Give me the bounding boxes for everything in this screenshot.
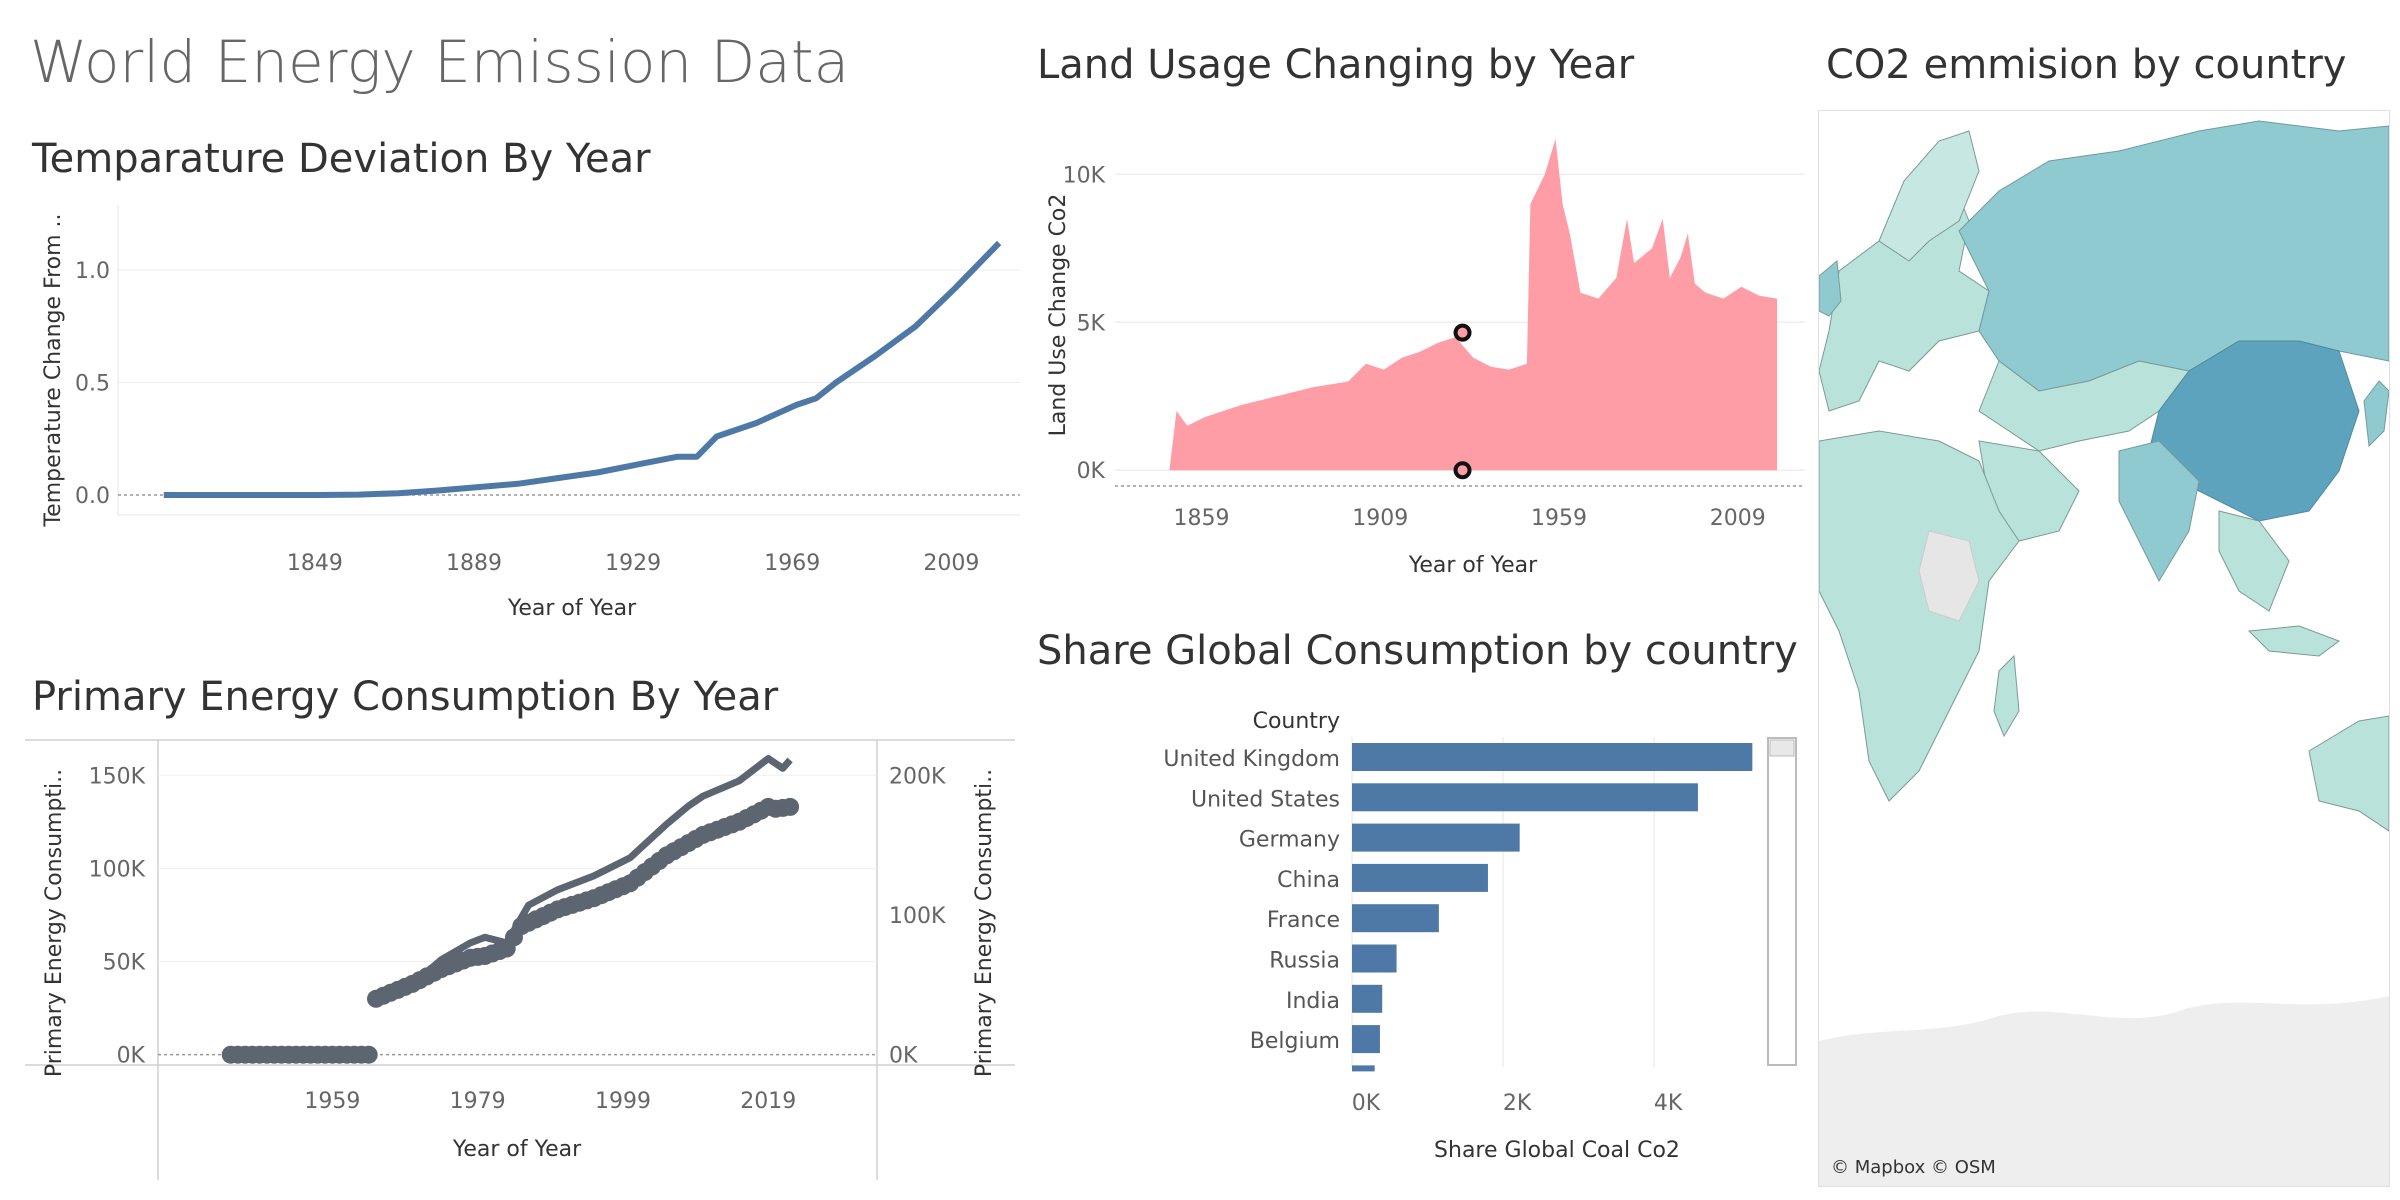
- land-chart[interactable]: 0K 5K 10K 1859 1909 1959 2009 Year of Year Lan…: [1035, 130, 1810, 590]
- share-x-axis-title: Share Global Coal Co2: [1434, 1138, 1680, 1163]
- share-category-label: United Kingdom: [1163, 747, 1340, 772]
- temperature-x-tick-label: 1889: [446, 551, 502, 576]
- energy-y-right-tick-label: 200K: [889, 764, 946, 789]
- share-chart-title: Share Global Consumption by country: [1037, 628, 1798, 674]
- share-x-tick-label: 0K: [1352, 1091, 1381, 1116]
- land-y-tick-label: 5K: [1077, 311, 1106, 336]
- country-japan[interactable]: [2363, 380, 2390, 448]
- temperature-x-tick-label: 1849: [287, 551, 343, 576]
- share-category-label: Belgium: [1250, 1029, 1340, 1054]
- share-bar[interactable]: [1352, 743, 1753, 771]
- land-chart-title: Land Usage Changing by Year: [1037, 42, 1635, 88]
- energy-y-left-tick-label: 150K: [89, 764, 146, 789]
- share-bar[interactable]: [1352, 984, 1383, 1013]
- share-category-label: United States: [1191, 787, 1340, 812]
- energy-y-axis-left-title: Primary Energy Consumpti..: [42, 769, 67, 1077]
- country-southeast-asia[interactable]: [2218, 510, 2290, 612]
- share-bar[interactable]: [1352, 904, 1439, 933]
- land-x-tick-label: 1859: [1174, 506, 1230, 531]
- energy-x-tick-label: 1959: [304, 1089, 360, 1114]
- temperature-y-tick-label: 1.0: [75, 259, 110, 284]
- share-bar-partial: [1352, 1065, 1375, 1072]
- land-x-tick-label: 2009: [1710, 506, 1766, 531]
- energy-x-axis-title: Year of Year: [452, 1137, 582, 1162]
- land-marker-point[interactable]: [1453, 323, 1472, 342]
- co2-map[interactable]: © Mapbox © OSM: [1818, 110, 2390, 1187]
- land-y-axis-title: Land Use Change Co2: [1046, 194, 1071, 437]
- temperature-y-tick-label: 0.0: [75, 484, 110, 509]
- share-chart[interactable]: Country United Kingdom United States Germa…: [1035, 695, 1810, 1175]
- share-category-header: Country: [1253, 709, 1340, 734]
- share-category-label: India: [1286, 989, 1340, 1014]
- land-x-tick-label: 1959: [1531, 506, 1587, 531]
- country-australia[interactable]: [2308, 715, 2390, 832]
- temperature-y-axis-title: Temperature Change From ..: [41, 213, 66, 527]
- share-category-label: Russia: [1269, 949, 1340, 974]
- land-x-tick-label: 1909: [1352, 506, 1408, 531]
- temperature-chart[interactable]: 0.0 0.5 1.0 1849 1889 1929 1969 2009 Year of Ye…: [30, 195, 1020, 635]
- country-madagascar[interactable]: [1993, 654, 2020, 738]
- share-x-tick-label: 4K: [1654, 1091, 1683, 1116]
- energy-series-line[interactable]: [374, 755, 793, 1007]
- temperature-x-tick-label: 1929: [605, 551, 661, 576]
- country-indonesia[interactable]: [2247, 625, 2341, 657]
- antarctica-shape: [1819, 996, 2389, 1186]
- country-africa[interactable]: [1818, 430, 2020, 802]
- share-x-tick-label: 2K: [1503, 1091, 1532, 1116]
- land-y-tick-label: 0K: [1077, 459, 1106, 484]
- share-bar[interactable]: [1352, 783, 1698, 812]
- map-credit: © Mapbox © OSM: [1831, 1157, 1996, 1178]
- land-marker-point[interactable]: [1453, 461, 1472, 480]
- country-uk[interactable]: [1818, 260, 1842, 317]
- share-bar[interactable]: [1352, 944, 1397, 973]
- dashboard-title: World Energy Emission Data: [30, 28, 850, 96]
- energy-data-point: [781, 797, 800, 816]
- share-bar[interactable]: [1352, 1025, 1380, 1054]
- country-india[interactable]: [2118, 440, 2200, 583]
- energy-y-right-tick-label: 100K: [889, 904, 946, 929]
- temperature-y-tick-label: 0.5: [75, 372, 110, 397]
- energy-x-tick-label: 1999: [595, 1089, 651, 1114]
- temperature-x-axis-title: Year of Year: [507, 596, 637, 621]
- share-category-label: China: [1277, 868, 1340, 893]
- region-no-data: [1918, 530, 1980, 622]
- energy-x-tick-label: 2019: [740, 1089, 796, 1114]
- energy-y-left-tick-label: 0K: [117, 1044, 146, 1069]
- country-central-asia[interactable]: [1978, 360, 2190, 452]
- energy-x-tick-label: 1979: [450, 1089, 506, 1114]
- land-y-tick-label: 10K: [1063, 163, 1106, 188]
- share-bar[interactable]: [1352, 823, 1520, 852]
- temperature-series-line[interactable]: [163, 240, 1002, 498]
- energy-y-left-tick-label: 50K: [103, 951, 146, 976]
- energy-chart-title: Primary Energy Consumption By Year: [32, 674, 779, 720]
- energy-y-right-tick-label: 0K: [889, 1044, 918, 1069]
- share-scrollbar[interactable]: [1767, 737, 1797, 1066]
- share-category-label: France: [1267, 908, 1340, 933]
- land-x-axis-title: Year of Year: [1408, 553, 1538, 578]
- temperature-x-tick-label: 1969: [764, 551, 820, 576]
- energy-y-axis-right-title: Primary Energy Consumpti..: [972, 769, 997, 1077]
- temperature-x-tick-label: 2009: [923, 551, 979, 576]
- country-scandinavia[interactable]: [1878, 130, 1980, 262]
- temperature-chart-title: Temparature Deviation By Year: [32, 136, 651, 182]
- energy-data-point: [359, 1045, 378, 1064]
- land-series-area[interactable]: [1169, 138, 1778, 471]
- map-title: CO2 emmision by country: [1826, 42, 2347, 88]
- share-scrollbar-thumb[interactable]: [1769, 739, 1795, 757]
- share-category-label: Germany: [1239, 828, 1340, 853]
- energy-y-left-tick-label: 100K: [89, 857, 146, 882]
- share-bar[interactable]: [1352, 863, 1488, 892]
